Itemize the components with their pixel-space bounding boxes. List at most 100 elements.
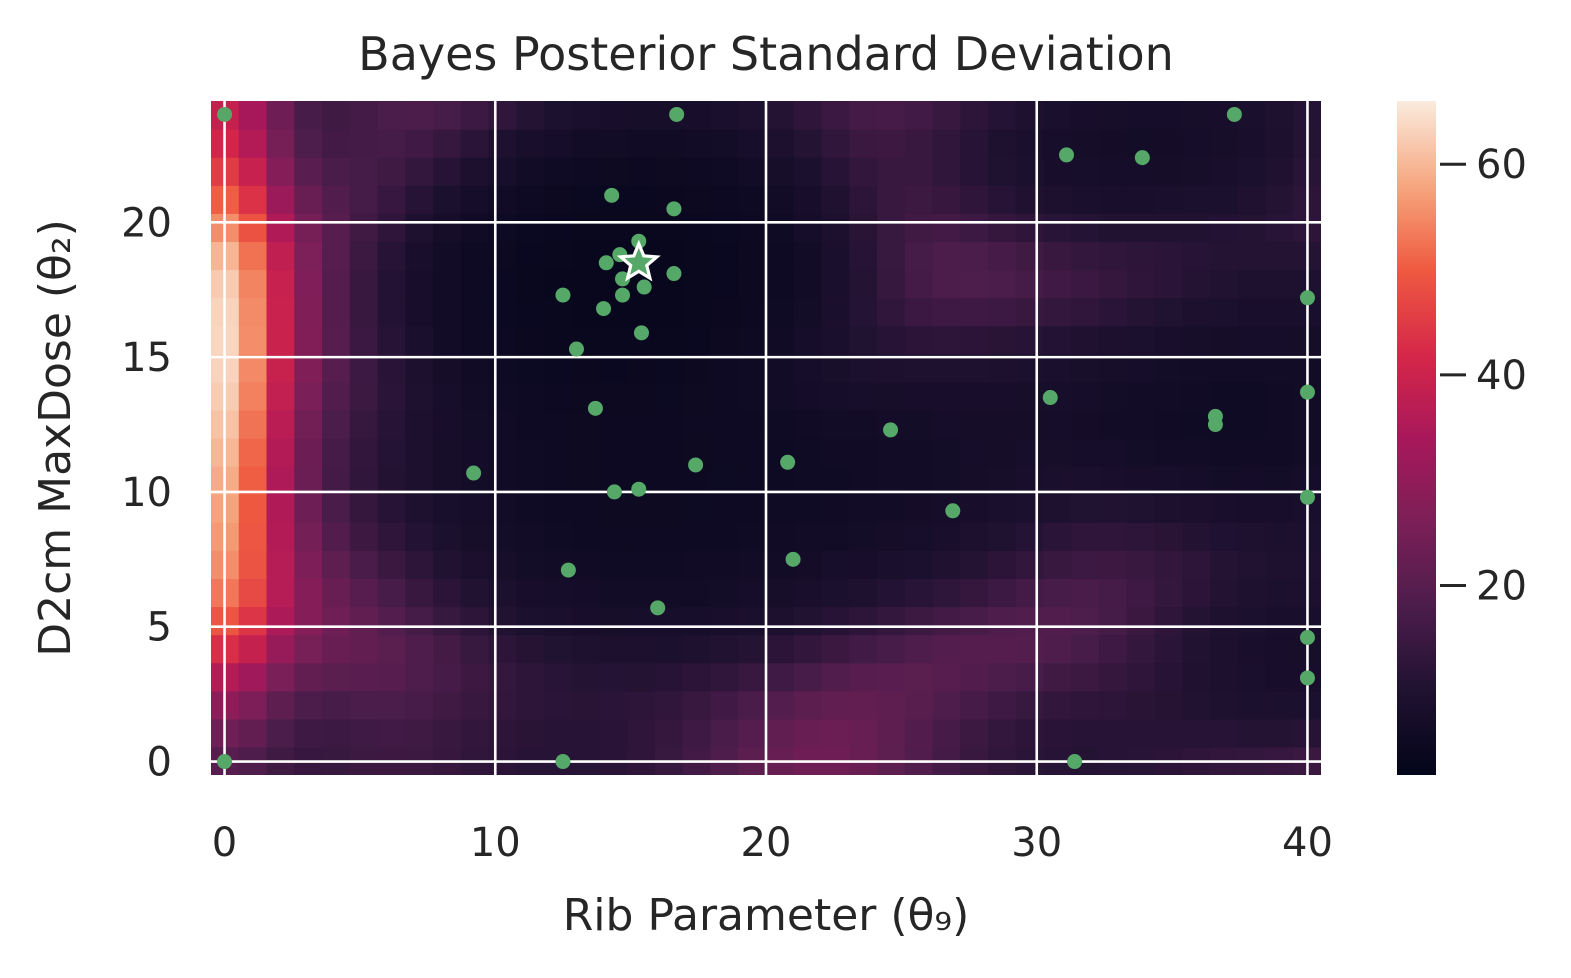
observation-point: [669, 106, 685, 122]
heatmap-cell: [599, 325, 628, 355]
heatmap-cell: [460, 438, 490, 467]
heatmap-cell: [516, 634, 545, 664]
heatmap-cell: [460, 662, 490, 692]
heatmap-cell: [1126, 438, 1156, 467]
heatmap-cell: [932, 269, 961, 299]
heatmap-cell: [238, 269, 268, 299]
heatmap-cell: [1237, 269, 1267, 299]
heatmap-cell: [627, 129, 656, 158]
heatmap-cell: [266, 634, 295, 664]
heatmap-cell: [766, 409, 795, 439]
heatmap-cell: [322, 297, 351, 327]
heatmap-cell: [460, 129, 490, 158]
heatmap-cell: [849, 550, 878, 580]
heatmap-cell: [877, 522, 906, 551]
heatmap-cell: [1237, 718, 1267, 748]
y-axis-ticks: 0 5 10 15 20: [121, 200, 172, 785]
heatmap-cell: [1210, 578, 1239, 608]
heatmap-cell: [294, 353, 323, 383]
heatmap-cell: [738, 494, 767, 523]
heatmap-cell: [988, 325, 1017, 355]
heatmap-cell: [1099, 157, 1128, 186]
heatmap-cell: [960, 690, 989, 720]
colorbar-tick-label: 20: [1476, 563, 1527, 609]
heatmap-cell: [433, 690, 462, 720]
heatmap-cell: [1071, 185, 1100, 214]
heatmap-cell: [322, 438, 351, 467]
observation-point: [1299, 670, 1315, 686]
heatmap-cell: [932, 438, 961, 467]
heatmap-cell: [294, 522, 323, 551]
heatmap-cell: [571, 101, 601, 130]
heatmap-cell: [710, 157, 739, 186]
heatmap-cell: [793, 662, 823, 692]
heatmap-cell: [877, 157, 906, 186]
heatmap-cell: [1126, 466, 1156, 495]
heatmap-cell: [1099, 466, 1128, 495]
heatmap-cell: [988, 606, 1017, 636]
heatmap-cell: [1182, 438, 1211, 467]
heatmap-cell: [627, 690, 656, 720]
colorbar-ticks: 20 40 60: [1440, 142, 1527, 609]
heatmap-cell: [710, 129, 739, 158]
observation-point: [1299, 384, 1315, 400]
heatmap-cell: [599, 522, 628, 551]
heatmap-cell: [988, 494, 1017, 523]
heatmap-cell: [1154, 466, 1183, 495]
heatmap-cell: [710, 297, 739, 327]
heatmap-cell: [1210, 606, 1239, 636]
heatmap-cell: [904, 690, 934, 720]
heatmap-cell: [1126, 606, 1156, 636]
heatmap-cell: [238, 690, 268, 720]
heatmap-cell: [516, 606, 545, 636]
heatmap-cell: [1154, 409, 1183, 439]
heatmap-cell: [904, 578, 934, 608]
heatmap-cell: [266, 438, 295, 467]
heatmap-cell: [988, 185, 1017, 214]
observation-point: [1059, 147, 1075, 163]
heatmap-cell: [877, 718, 906, 748]
heatmap-cell: [932, 690, 961, 720]
heatmap-cell: [738, 662, 767, 692]
observation-point: [555, 287, 571, 303]
heatmap-cell: [294, 157, 323, 186]
heatmap-cell: [377, 213, 406, 243]
heatmap-cell: [238, 634, 268, 664]
heatmap-cell: [1237, 606, 1267, 636]
heatmap-cell: [655, 297, 684, 327]
heatmap-cell: [1126, 718, 1156, 748]
heatmap-cell: [988, 409, 1017, 439]
heatmap-cell: [627, 578, 656, 608]
heatmap-cell: [405, 325, 434, 355]
heatmap-cell: [682, 718, 712, 748]
heatmap-cell: [322, 578, 351, 608]
heatmap-cell: [1126, 325, 1156, 355]
heatmap-cell: [793, 634, 823, 664]
heatmap-cell: [488, 101, 517, 130]
heatmap-cell: [405, 297, 434, 327]
heatmap-cell: [1015, 662, 1045, 692]
heatmap-cell: [793, 129, 823, 158]
heatmap-cell: [1154, 353, 1183, 383]
heatmap-cell: [405, 522, 434, 551]
heatmap-cell: [1015, 522, 1045, 551]
heatmap-cell: [377, 185, 406, 214]
heatmap-cell: [488, 634, 517, 664]
heatmap-cell: [710, 550, 739, 580]
observation-points: [217, 106, 1315, 770]
best-point-marker: [616, 239, 661, 282]
heatmap-cell: [877, 634, 906, 664]
heatmap-cell: [433, 325, 462, 355]
heatmap-cell: [710, 409, 739, 439]
heatmap-cell: [1154, 101, 1183, 130]
heatmap-cell: [266, 157, 295, 186]
heatmap-cell: [1210, 213, 1239, 243]
heatmap-cell: [377, 269, 406, 299]
heatmap-cell: [904, 157, 934, 186]
heatmap-cell: [405, 466, 434, 495]
heatmap-cell: [544, 185, 573, 214]
heatmap-cell: [238, 409, 268, 439]
heatmap-cell: [1043, 353, 1072, 383]
heatmap-cell: [294, 129, 323, 158]
heatmap-cell: [266, 185, 295, 214]
